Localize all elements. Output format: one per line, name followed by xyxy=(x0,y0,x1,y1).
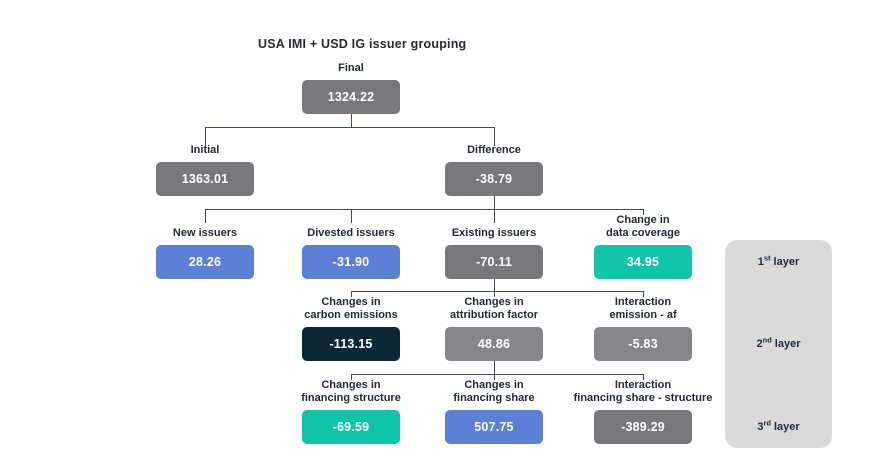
legend-item-1st-layer: 1st layer xyxy=(725,253,832,269)
node-label: Difference xyxy=(467,143,521,156)
connector-line xyxy=(205,209,206,223)
connector-line xyxy=(351,291,352,297)
node-value-box: 507.75 xyxy=(445,410,543,444)
connector-line xyxy=(494,374,495,380)
connector-line xyxy=(494,209,495,223)
node-initial: Initial 1363.01 xyxy=(105,144,305,196)
node-label: Interaction emission - af xyxy=(609,296,677,321)
node-label: Existing issuers xyxy=(451,226,537,239)
legend-ordinal-suffix: nd xyxy=(762,335,772,345)
node-label: Changes in attribution factor xyxy=(450,296,538,321)
node-interaction-emission-af: Interaction emission - af -5.83 xyxy=(543,296,743,361)
node-changes-financing-structure: Changes in financing structure -69.59 xyxy=(251,379,451,444)
legend-ordinal: 3 xyxy=(757,421,764,433)
diagram-title: USA IMI + USD IG issuer grouping xyxy=(258,37,467,51)
node-label: Changes in financing structure xyxy=(301,379,401,404)
node-value-box: -113.15 xyxy=(302,327,400,361)
node-value-box: -31.90 xyxy=(302,245,400,279)
connector-line xyxy=(494,127,495,146)
node-value-box: 28.26 xyxy=(156,245,254,279)
legend-ordinal-suffix: st xyxy=(763,253,771,263)
node-interaction-share-structure: Interaction financing share - structure … xyxy=(543,379,743,444)
connector-line xyxy=(351,291,644,292)
connector-line xyxy=(351,114,352,127)
connector-line xyxy=(351,209,352,223)
node-value-box: -38.79 xyxy=(445,162,543,196)
connector-line xyxy=(643,291,644,297)
legend-word: layer xyxy=(773,421,800,433)
legend-ordinal-suffix: rd xyxy=(763,418,771,428)
connector-line xyxy=(643,209,644,215)
connector-line xyxy=(205,127,206,146)
connector-line xyxy=(351,374,352,380)
connector-line xyxy=(643,374,644,380)
node-divested-issuers: Divested issuers -31.90 xyxy=(251,227,451,279)
node-existing-issuers: Existing issuers -70.11 xyxy=(394,227,594,279)
connector-line xyxy=(205,127,495,128)
legend-word: layer xyxy=(773,256,800,268)
node-label: New issuers xyxy=(172,226,238,239)
node-label: Changes in financing share xyxy=(453,379,535,404)
connector-line xyxy=(205,209,644,210)
node-value-box: -389.29 xyxy=(594,410,692,444)
node-difference: Difference -38.79 xyxy=(394,144,594,196)
node-value-box: -5.83 xyxy=(594,327,692,361)
node-value-box: 48.86 xyxy=(445,327,543,361)
node-value-box: -70.11 xyxy=(445,245,543,279)
connector-line xyxy=(494,279,495,291)
node-value-box: -69.59 xyxy=(302,410,400,444)
node-label: Divested issuers xyxy=(307,226,395,239)
node-value-box: 1324.22 xyxy=(302,80,400,114)
legend-ordinal: 1 xyxy=(757,256,764,268)
node-value-box: 34.95 xyxy=(594,245,692,279)
legend-word: layer xyxy=(774,338,801,350)
node-changes-financing-share: Changes in financing share 507.75 xyxy=(394,379,594,444)
connector-line xyxy=(494,291,495,297)
legend-item-3rd-layer: 3rd layer xyxy=(725,418,832,434)
node-label: Change in data coverage xyxy=(606,214,680,239)
connector-line xyxy=(494,361,495,374)
connector-line xyxy=(494,196,495,209)
layer-legend-panel: 1st layer 2nd layer 3rd layer xyxy=(725,240,832,448)
node-new-issuers: New issuers 28.26 xyxy=(105,227,305,279)
legend-item-2nd-layer: 2nd layer xyxy=(725,335,832,351)
node-label: Final xyxy=(338,61,364,74)
connector-line xyxy=(351,374,644,375)
node-label: Initial xyxy=(190,143,220,156)
node-value-box: 1363.01 xyxy=(156,162,254,196)
node-change-in-data-coverage: Change in data coverage 34.95 xyxy=(543,214,743,279)
node-label: Interaction financing share - structure xyxy=(573,379,713,404)
legend-ordinal: 2 xyxy=(756,338,763,350)
node-changes-carbon-emissions: Changes in carbon emissions -113.15 xyxy=(251,296,451,361)
node-changes-attribution-factor: Changes in attribution factor 48.86 xyxy=(394,296,594,361)
node-final: Final 1324.22 xyxy=(251,62,451,114)
node-label: Changes in carbon emissions xyxy=(304,296,398,321)
